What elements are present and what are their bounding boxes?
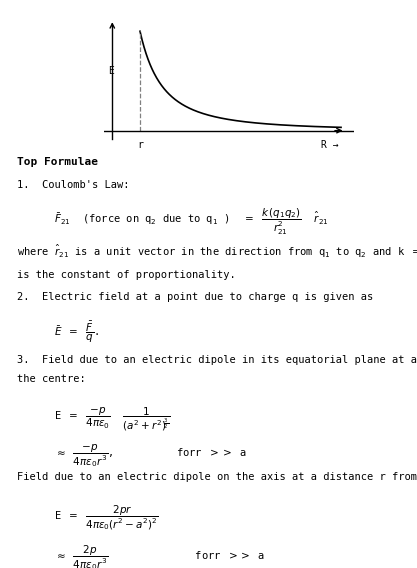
Text: $\approx$ $\dfrac{2p}{4\pi\varepsilon_0 r^3}$              forr $>>$ a: $\approx$ $\dfrac{2p}{4\pi\varepsilon_0 … [54,544,266,568]
Text: $\approx$ $\dfrac{-p}{4\pi\varepsilon_0 r^3}$,          forr $>>$ a: $\approx$ $\dfrac{-p}{4\pi\varepsilon_0 … [54,442,247,469]
Text: Top Formulae: Top Formulae [17,157,98,167]
Text: Field due to an electric dipole on the axis at a distance r from the centre:: Field due to an electric dipole on the a… [17,473,417,482]
Text: the centre:: the centre: [17,374,85,385]
Text: is the constant of proportionality.: is the constant of proportionality. [17,269,236,279]
Text: r: r [137,140,143,149]
Text: 1.  Coulomb's Law:: 1. Coulomb's Law: [17,179,129,190]
Text: where $\hat{r}_{21}$ is a unit vector in the direction from q$_1$ to q$_2$ and k: where $\hat{r}_{21}$ is a unit vector in… [17,243,417,268]
Text: E $=$ $\dfrac{2pr}{4\pi\varepsilon_0\left(r^2-a^2\right)^{2}}$: E $=$ $\dfrac{2pr}{4\pi\varepsilon_0\lef… [54,504,158,532]
Text: $\bar{F}_{21}$  (force on q$_2$ due to q$_1$ )  $=$ $\dfrac{k\,(q_1q_2)}{r_{21}^: $\bar{F}_{21}$ (force on q$_2$ due to q$… [54,207,329,237]
Text: 3.  Field due to an electric dipole in its equatorial plane at a distance r from: 3. Field due to an electric dipole in it… [17,355,417,365]
Text: R →: R → [321,140,339,149]
Text: 2.  Electric field at a point due to charge q is given as: 2. Electric field at a point due to char… [17,293,373,303]
Text: E: E [108,66,114,76]
Text: $\bar{E}$ $=$ $\dfrac{\bar{F}}{q}$.: $\bar{E}$ $=$ $\dfrac{\bar{F}}{q}$. [54,320,100,345]
Text: E $=$ $\dfrac{-p}{4\pi\varepsilon_0}$  $\dfrac{1}{\left(a^2+r^2\right)^{\!\frac{: E $=$ $\dfrac{-p}{4\pi\varepsilon_0}$ $\… [54,406,171,433]
